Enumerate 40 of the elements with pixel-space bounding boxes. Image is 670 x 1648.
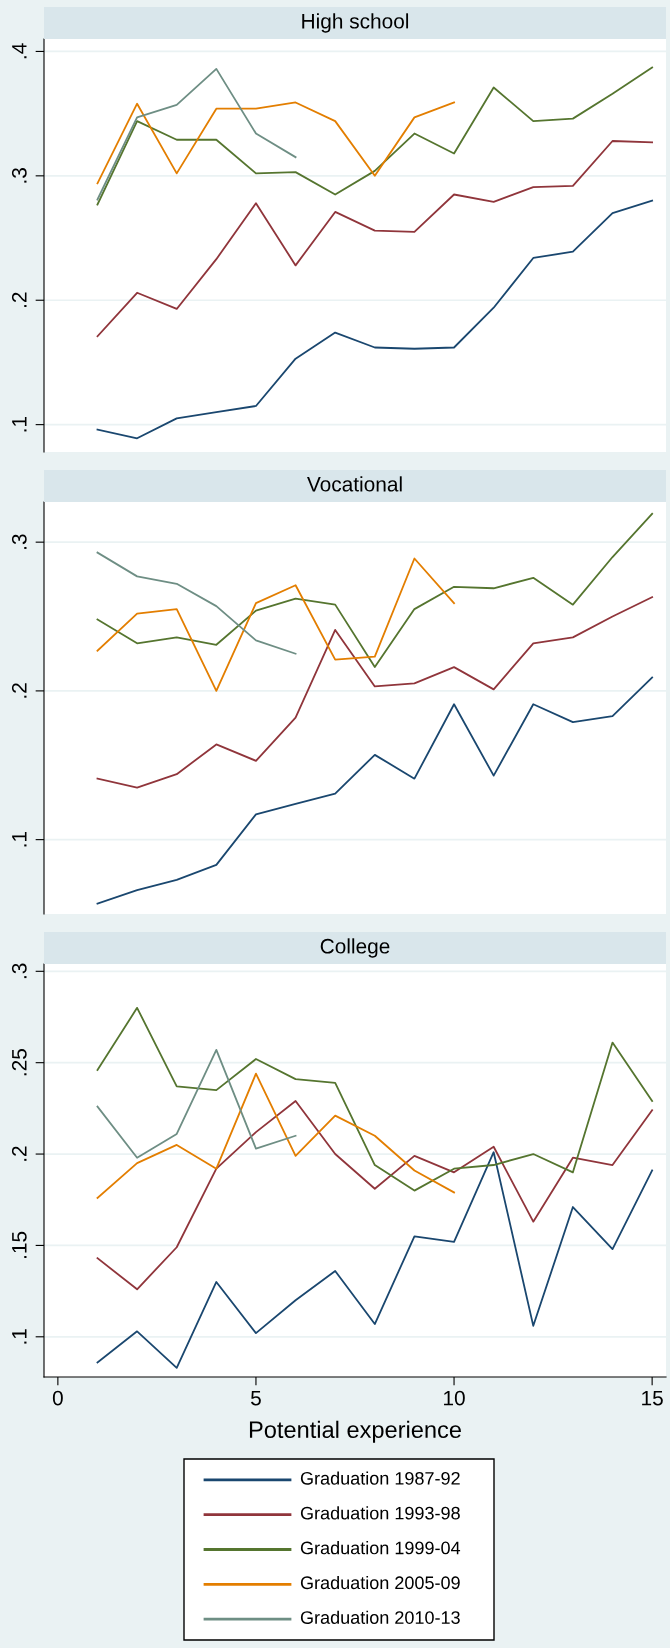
x-tick-label: 15 xyxy=(642,1390,663,1406)
legend-label: Graduation 1999-04 xyxy=(300,1541,461,1555)
line-series xyxy=(96,140,654,338)
line-series xyxy=(96,67,297,201)
line-series xyxy=(96,1072,455,1199)
line-series xyxy=(96,1100,654,1291)
chart-title: Vocational xyxy=(307,476,402,492)
line-series xyxy=(96,512,654,669)
line-series xyxy=(96,557,455,692)
line-series xyxy=(96,676,654,905)
legend-label: Graduation 1993-98 xyxy=(300,1506,460,1520)
y-tick-label: .2 xyxy=(11,683,27,698)
line-series xyxy=(96,1006,654,1192)
y-tick-label: .2 xyxy=(11,292,27,308)
y-tick-label: .1 xyxy=(12,831,27,847)
legend-label: Graduation 1987-92 xyxy=(300,1471,460,1485)
y-tick-label: .25 xyxy=(11,1049,27,1076)
y-tick-label: .1 xyxy=(12,416,27,432)
y-tick-label: .3 xyxy=(11,534,27,549)
line-series xyxy=(96,101,455,185)
y-tick-label: .3 xyxy=(11,963,27,979)
line-series xyxy=(96,199,654,440)
line-series xyxy=(96,66,654,206)
legend-label: Graduation 2005-09 xyxy=(300,1575,460,1590)
y-tick-label: .2 xyxy=(11,1146,27,1161)
line-series xyxy=(96,596,654,789)
line-series xyxy=(96,1048,297,1159)
x-axis-title: Potential experience xyxy=(249,1420,461,1443)
line-series xyxy=(96,551,297,655)
y-tick-label: .1 xyxy=(12,1329,27,1344)
y-tick-label: .15 xyxy=(12,1231,27,1258)
y-tick-label: .3 xyxy=(11,168,27,183)
chart-title: College xyxy=(320,938,390,958)
x-tick-label: 10 xyxy=(444,1390,465,1406)
line-series xyxy=(96,1151,654,1369)
x-tick-label: 5 xyxy=(251,1390,261,1406)
y-tick-label: .4 xyxy=(12,43,27,59)
legend-label: Graduation 2010-13 xyxy=(300,1610,460,1624)
x-tick-label: 0 xyxy=(52,1390,63,1406)
chart-title: High school xyxy=(302,13,409,33)
